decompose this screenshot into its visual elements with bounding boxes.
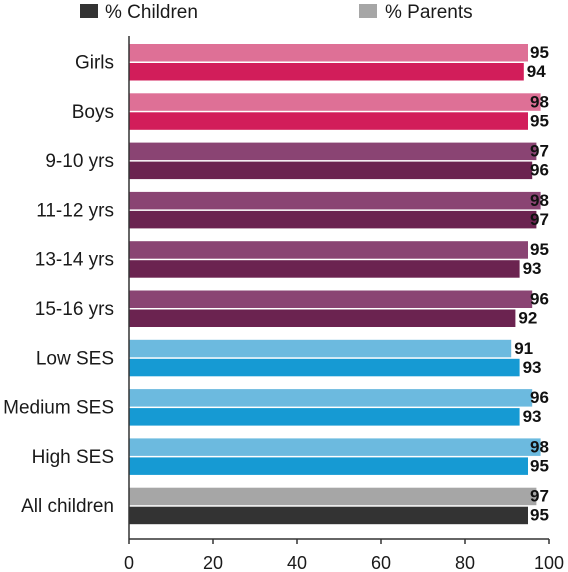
category-label: 11-12 yrs [36,200,114,221]
bar-children [129,260,520,278]
category-label: Low SES [36,348,114,369]
category-label: 15-16 yrs [35,299,114,320]
x-tick-label: 80 [455,553,475,572]
category-label: High SES [32,447,114,468]
bar-parents [129,290,533,308]
bar-children [129,161,533,180]
value-label-parents: 98 [530,92,549,111]
bar-parents [129,241,528,259]
value-label-parents: 96 [530,290,549,309]
value-label-children: 95 [530,111,549,130]
x-tick-label: 60 [371,553,391,572]
bar-children [129,309,516,327]
bar-children [129,408,520,426]
value-label-children: 93 [523,259,542,278]
value-label-children: 92 [518,309,537,328]
bar-parents [129,438,541,456]
bar-parents [129,191,541,210]
bar-parents [129,93,541,111]
bar-parents [129,142,537,161]
category-label: Girls [75,53,114,74]
bar-parents [129,44,528,62]
category-label: Boys [72,102,114,123]
bar-children [129,63,524,81]
value-label-parents: 95 [530,240,549,259]
value-label-parents: 96 [530,388,549,407]
legend-swatch [80,4,98,18]
value-label-children: 96 [530,161,549,180]
bar-parents [129,487,537,506]
value-label-parents: 97 [530,487,549,506]
value-label-children: 95 [530,506,549,525]
value-label-children: 95 [530,456,549,475]
category-labels: Girls Boys 9-10 yrs 11-12 yrs 13-14 yrs 15-16… [3,53,114,518]
bars [129,44,541,525]
value-label-parents: 95 [530,43,549,62]
value-label-parents: 98 [530,191,549,210]
x-tick-label: 40 [287,553,307,572]
value-label-children: 94 [527,62,546,81]
value-label-parents: 91 [514,339,533,358]
x-tick-label: 100 [534,553,564,572]
x-tick-label: 0 [124,553,134,572]
value-label-children: 93 [523,358,542,377]
x-tick-label: 20 [203,553,223,572]
value-label-parents: 97 [530,142,549,161]
category-label: 13-14 yrs [35,250,114,271]
bar-children [129,457,528,475]
legend-swatch [359,4,377,18]
legend-label: % Parents [385,2,473,23]
value-label-children: 97 [530,210,549,229]
category-label: 9-10 yrs [45,151,114,172]
bar-children [129,506,528,525]
bar-children [129,112,528,130]
bar-parents [129,389,533,407]
category-label: All children [21,496,114,517]
bar-children [129,358,520,377]
category-label: Medium SES [3,398,114,419]
value-label-children: 93 [523,407,542,426]
x-axis: 0 20 40 60 80 100 [124,36,564,572]
bar-children [129,210,537,229]
bar-parents [129,339,512,358]
value-label-parents: 98 [530,437,549,456]
legend: % Children % Parents [80,2,473,23]
legend-label: % Children [105,2,198,23]
